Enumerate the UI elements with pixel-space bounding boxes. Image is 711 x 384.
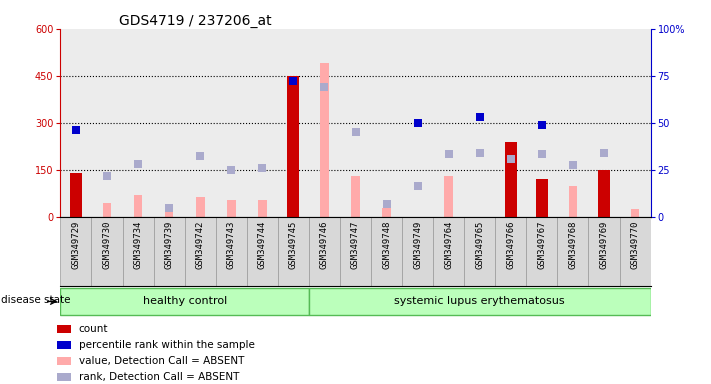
Bar	[60, 29, 92, 217]
Bar	[619, 217, 651, 286]
Bar	[464, 29, 496, 217]
Bar	[185, 29, 215, 217]
FancyBboxPatch shape	[60, 288, 309, 315]
Bar	[58, 373, 71, 381]
Text: count: count	[79, 324, 108, 334]
Bar	[134, 195, 142, 217]
Bar	[165, 204, 173, 217]
Text: systemic lupus erythematosus: systemic lupus erythematosus	[395, 296, 565, 306]
Bar	[444, 176, 453, 217]
Text: GSM349765: GSM349765	[475, 220, 484, 269]
Bar	[589, 29, 619, 217]
Bar	[496, 217, 526, 286]
Text: GSM349747: GSM349747	[351, 220, 360, 269]
Bar	[185, 217, 215, 286]
Text: GSM349730: GSM349730	[102, 220, 112, 269]
Bar	[287, 76, 299, 217]
Bar	[154, 29, 185, 217]
Bar	[569, 185, 577, 217]
Text: GSM349767: GSM349767	[538, 220, 546, 269]
Text: GSM349746: GSM349746	[320, 220, 329, 269]
Bar	[464, 217, 496, 286]
Bar	[122, 217, 154, 286]
Bar	[619, 29, 651, 217]
Text: GSM349744: GSM349744	[258, 220, 267, 269]
Bar	[102, 203, 112, 217]
Text: GSM349770: GSM349770	[631, 220, 639, 269]
Bar	[258, 200, 267, 217]
Bar	[309, 217, 340, 286]
Bar	[215, 29, 247, 217]
Text: GSM349766: GSM349766	[506, 220, 515, 269]
Bar	[58, 357, 71, 365]
Text: rank, Detection Call = ABSENT: rank, Detection Call = ABSENT	[79, 372, 239, 382]
Bar	[227, 200, 235, 217]
Bar	[433, 29, 464, 217]
Bar	[340, 217, 371, 286]
Bar	[433, 217, 464, 286]
Bar	[320, 63, 328, 217]
Bar	[92, 217, 122, 286]
Bar	[340, 29, 371, 217]
Bar	[402, 217, 433, 286]
Bar	[536, 179, 547, 217]
Bar	[309, 29, 340, 217]
Text: GSM349769: GSM349769	[599, 220, 609, 269]
Text: GSM349768: GSM349768	[568, 220, 577, 269]
Bar	[371, 217, 402, 286]
Bar	[526, 29, 557, 217]
Text: GSM349748: GSM349748	[382, 220, 391, 269]
Bar	[589, 217, 619, 286]
Bar	[247, 29, 278, 217]
Bar	[278, 29, 309, 217]
FancyBboxPatch shape	[309, 288, 651, 315]
Bar	[92, 29, 122, 217]
Bar	[122, 29, 154, 217]
Bar	[496, 29, 526, 217]
Text: GSM349734: GSM349734	[134, 220, 143, 269]
Text: value, Detection Call = ABSENT: value, Detection Call = ABSENT	[79, 356, 244, 366]
Bar	[60, 217, 92, 286]
Bar	[631, 209, 639, 217]
Text: healthy control: healthy control	[142, 296, 227, 306]
Bar	[371, 29, 402, 217]
Bar	[196, 197, 205, 217]
Bar	[599, 170, 609, 217]
Bar	[154, 217, 185, 286]
Bar	[70, 173, 82, 217]
Text: GSM349749: GSM349749	[413, 220, 422, 269]
Bar	[557, 29, 589, 217]
Text: percentile rank within the sample: percentile rank within the sample	[79, 340, 255, 350]
Bar	[215, 217, 247, 286]
Text: GSM349729: GSM349729	[72, 220, 80, 269]
Text: GSM349742: GSM349742	[196, 220, 205, 269]
Bar	[383, 208, 391, 217]
Text: GSM349764: GSM349764	[444, 220, 453, 269]
Bar	[402, 29, 433, 217]
Bar	[505, 142, 517, 217]
Text: GSM349745: GSM349745	[289, 220, 298, 269]
Bar	[278, 217, 309, 286]
Text: GDS4719 / 237206_at: GDS4719 / 237206_at	[119, 14, 272, 28]
Bar	[557, 217, 589, 286]
Text: GSM349743: GSM349743	[227, 220, 236, 269]
Bar	[598, 170, 610, 217]
Text: GSM349739: GSM349739	[165, 220, 173, 269]
Bar	[58, 341, 71, 349]
Bar	[351, 176, 360, 217]
Text: disease state: disease state	[1, 295, 71, 305]
Bar	[247, 217, 278, 286]
Bar	[526, 217, 557, 286]
Bar	[58, 325, 71, 333]
